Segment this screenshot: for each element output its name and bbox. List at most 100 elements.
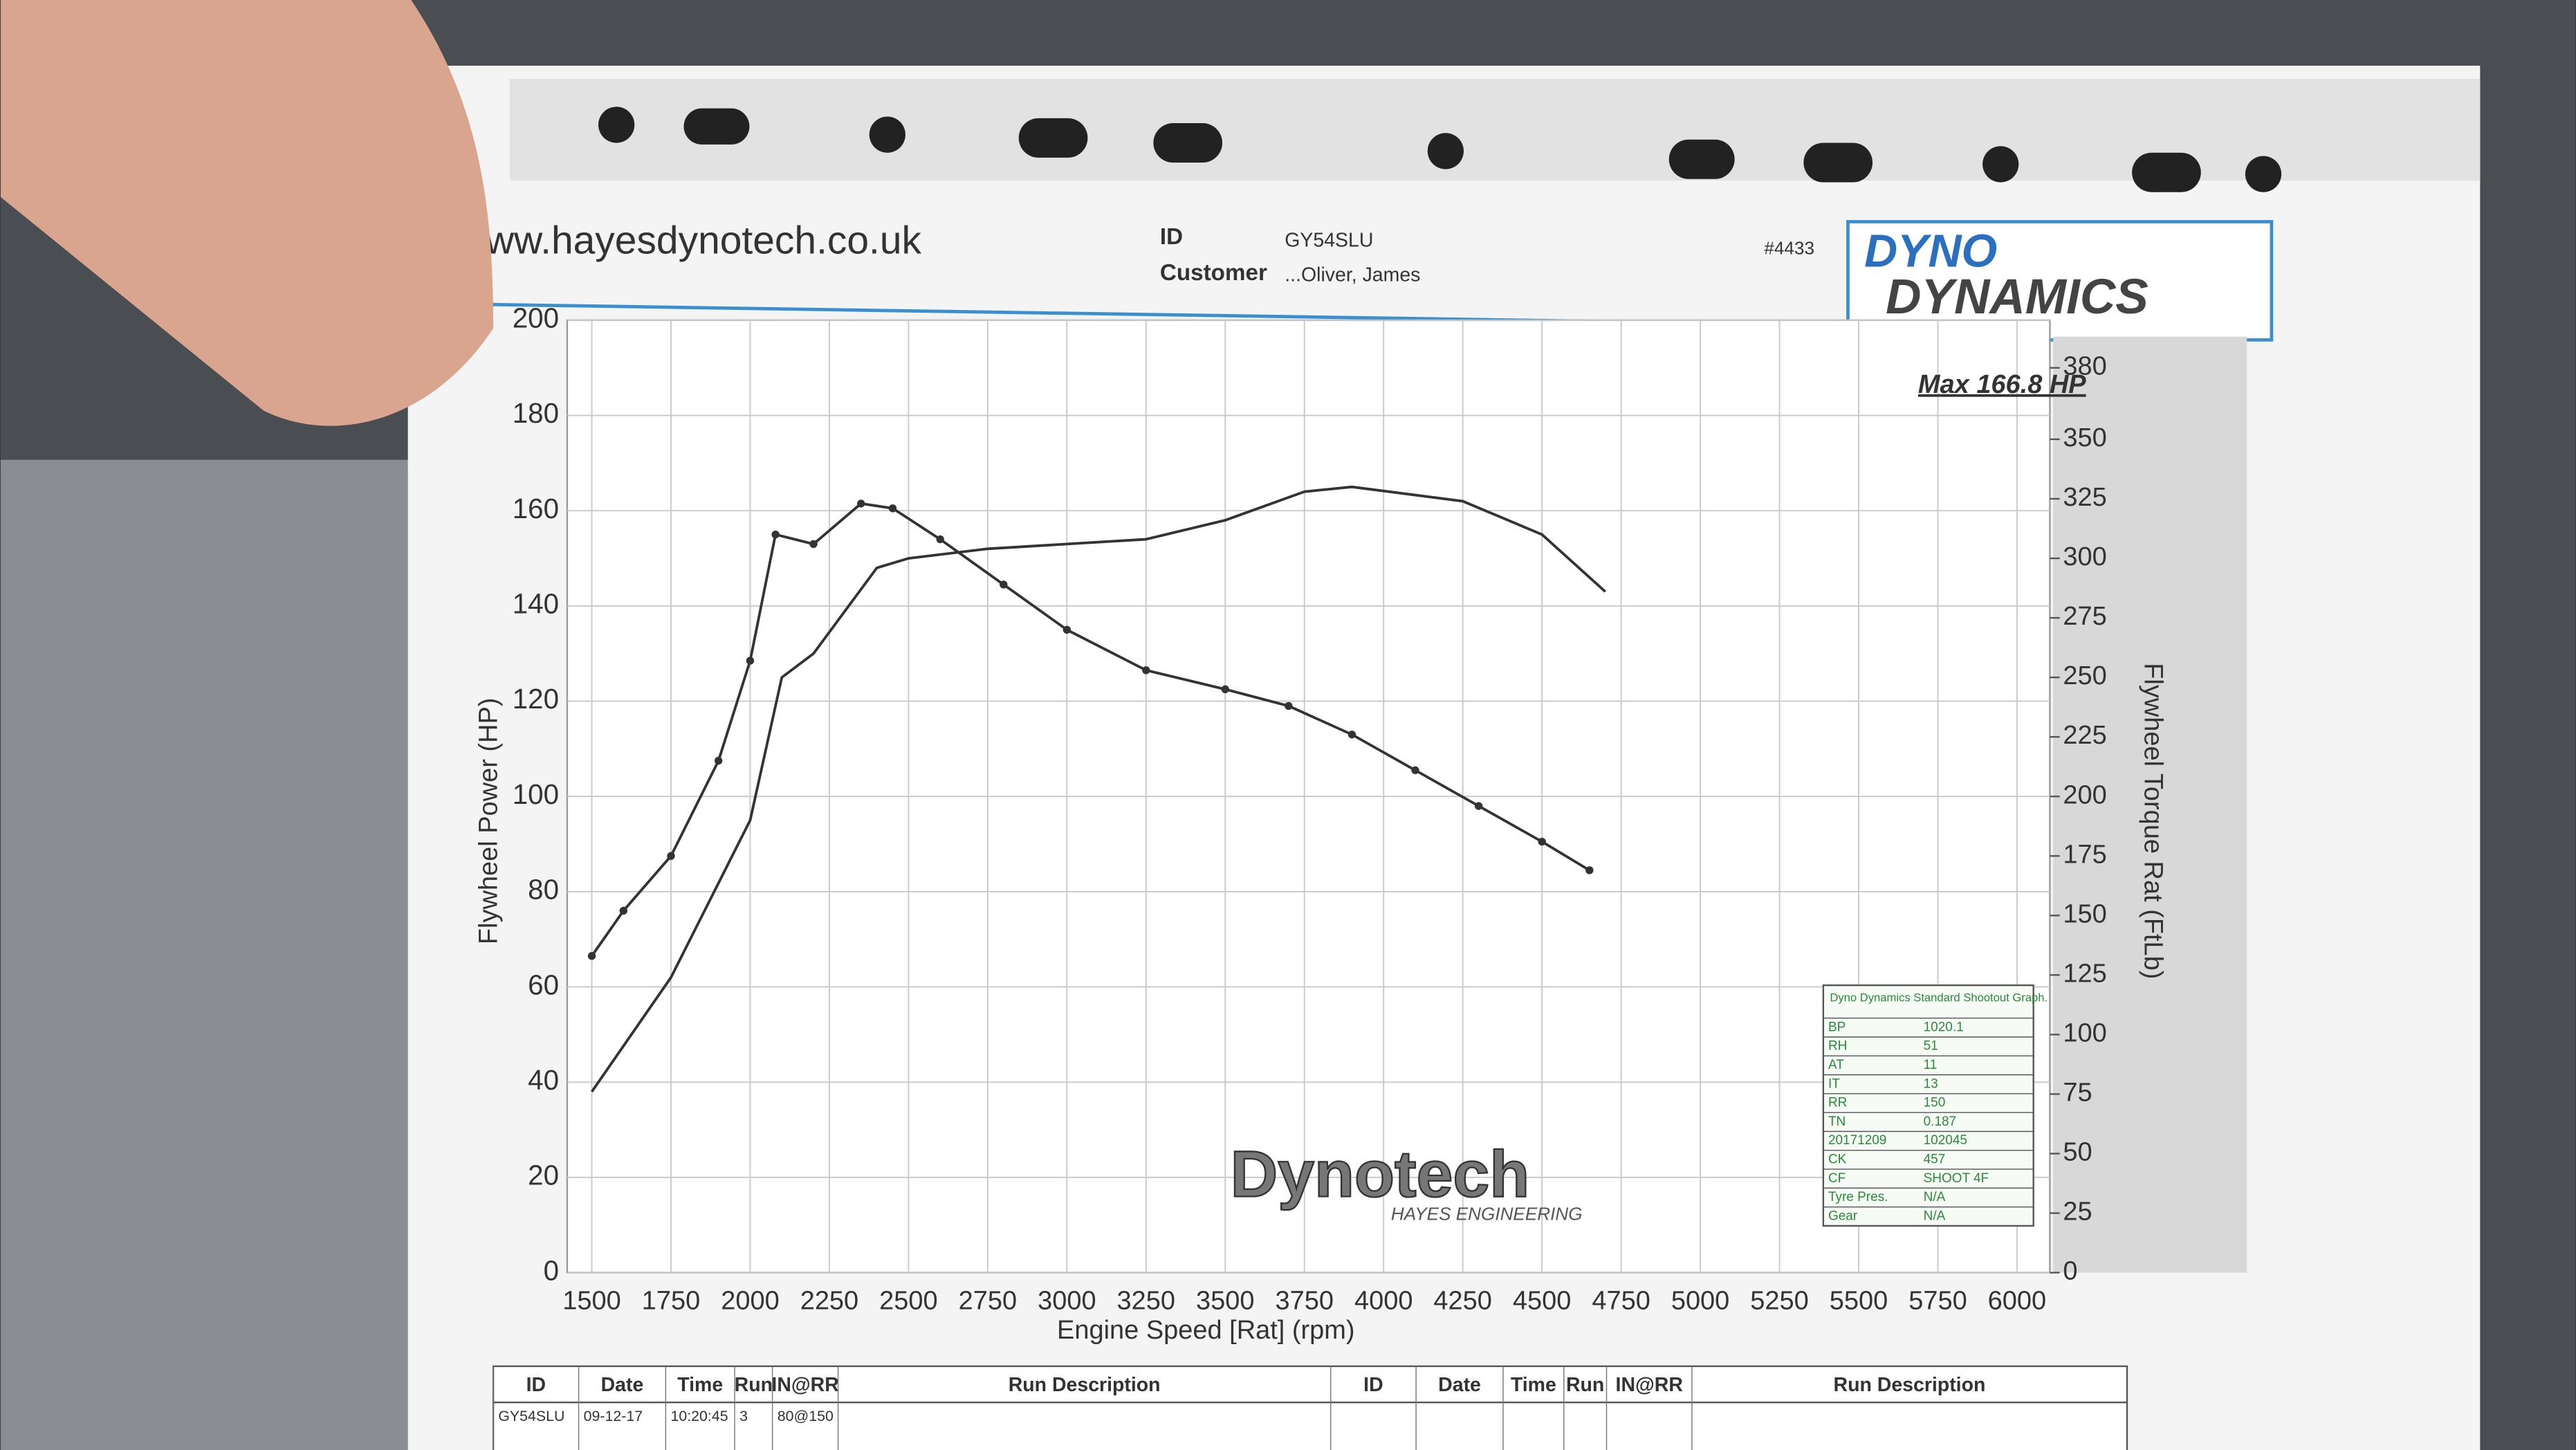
y-tick-label: 20 xyxy=(528,1159,559,1191)
info-table: Dyno Dynamics Standard Shootout Graph. BP… xyxy=(1822,984,2048,1227)
y-tick-label: 120 xyxy=(513,683,559,715)
info-cell: CK xyxy=(1828,1152,1847,1166)
series-marker xyxy=(1142,666,1150,674)
y2-tick-label: 275 xyxy=(2063,602,2106,631)
info-cell: 457 xyxy=(1924,1152,1946,1166)
logo-top: DYNO xyxy=(1864,226,1997,277)
info-cell: 20171209 xyxy=(1828,1133,1886,1148)
y-axis-label: Flywheel Power (HP) xyxy=(474,698,503,945)
y-tick-label: 160 xyxy=(513,493,559,524)
x-tick-label: 5000 xyxy=(1671,1286,1729,1315)
run-cell: 80@150 xyxy=(778,1408,834,1424)
run-header: Time xyxy=(677,1374,723,1396)
series-marker xyxy=(1000,580,1008,589)
series-marker xyxy=(1585,866,1594,874)
run-header: Run Description xyxy=(1834,1374,1986,1396)
info-cell: 1020.1 xyxy=(1924,1020,1964,1034)
info-table-title: Dyno Dynamics Standard Shootout Graph. xyxy=(1830,991,2048,1004)
run-cell: GY54SLU xyxy=(498,1408,564,1424)
y2-tick-label: 25 xyxy=(2063,1197,2092,1227)
series-line xyxy=(590,502,1590,957)
x-tick-label: 4250 xyxy=(1433,1286,1491,1315)
y2-tick-label: 150 xyxy=(2063,899,2106,928)
info-cell: 102045 xyxy=(1924,1133,1967,1148)
series-marker xyxy=(714,756,723,765)
run-header: Time xyxy=(1511,1374,1556,1396)
x-tick-label: 4500 xyxy=(1513,1286,1571,1315)
y-tick-label: 180 xyxy=(513,397,559,429)
y-tick-label: 0 xyxy=(544,1254,559,1286)
x-tick-label: 3750 xyxy=(1276,1286,1334,1315)
run-header: IN@RR xyxy=(1616,1374,1683,1396)
info-cell: TN xyxy=(1828,1114,1846,1129)
series-marker xyxy=(888,504,897,513)
run-header: Run xyxy=(1566,1374,1604,1396)
series-marker xyxy=(1347,731,1356,739)
x-axis-label: Engine Speed [Rat] (rpm) xyxy=(1057,1316,1355,1345)
watermark-subtitle: HAYES ENGINEERING xyxy=(1391,1203,1583,1224)
info-cell: RH xyxy=(1828,1039,1847,1054)
run-cell: 3 xyxy=(739,1408,748,1424)
info-cell: Tyre Pres. xyxy=(1828,1190,1888,1204)
x-tick-label: 5500 xyxy=(1830,1286,1888,1315)
info-cell: BP xyxy=(1828,1020,1846,1034)
id-label: ID xyxy=(1160,224,1183,250)
y-tick-label: 80 xyxy=(528,874,559,906)
x-tick-label: 4750 xyxy=(1592,1286,1650,1315)
x-tick-label: 6000 xyxy=(1988,1286,2046,1315)
y-tick-label: 40 xyxy=(528,1064,559,1096)
sheet-number: #4433 xyxy=(1764,238,1814,259)
info-cell: AT xyxy=(1828,1058,1844,1072)
info-cell: SHOOT 4F xyxy=(1924,1171,1989,1186)
customer-label: Customer xyxy=(1160,260,1267,286)
info-cell: N/A xyxy=(1924,1190,1946,1204)
run-header: IN@RR xyxy=(771,1374,838,1396)
floor xyxy=(0,459,428,1450)
y2-tick-label: 350 xyxy=(2063,423,2106,452)
series-line xyxy=(590,485,1606,1093)
y2-tick-label: 75 xyxy=(2063,1079,2092,1108)
y2-tick-label: 380 xyxy=(2063,352,2106,381)
hand xyxy=(0,0,494,426)
x-tick-label: 2000 xyxy=(721,1286,779,1315)
customer-value: ...Oliver, James xyxy=(1285,264,1420,286)
series-marker xyxy=(1221,685,1229,694)
run-header: Run Description xyxy=(1009,1374,1161,1396)
run-cell: 10:20:45 xyxy=(670,1408,728,1424)
series-marker xyxy=(667,852,675,861)
right-strip xyxy=(2053,336,2247,1273)
info-cell: 150 xyxy=(1924,1096,1946,1110)
info-table-frame xyxy=(1822,984,2034,1227)
y2-tick-label: 50 xyxy=(2063,1138,2092,1167)
logo-bottom: DYNAMICS xyxy=(1886,270,2149,324)
x-tick-label: 4000 xyxy=(1354,1286,1413,1315)
series-marker xyxy=(746,657,755,665)
id-value: GY54SLU xyxy=(1285,229,1373,251)
y2-tick-label: 325 xyxy=(2063,483,2106,512)
info-cell: 0.187 xyxy=(1924,1114,1956,1129)
x-tick-label: 2750 xyxy=(959,1286,1017,1315)
series-marker xyxy=(619,906,628,915)
run-header: ID xyxy=(1363,1374,1383,1396)
y2-tick-label: 100 xyxy=(2063,1018,2106,1047)
y2-tick-label: 175 xyxy=(2063,840,2106,869)
series-marker xyxy=(1474,802,1483,810)
x-tick-label: 3500 xyxy=(1196,1286,1254,1315)
info-cell: CF xyxy=(1828,1171,1846,1186)
watermark-brand: Dynotech xyxy=(1231,1137,1530,1211)
series-marker xyxy=(809,540,818,549)
x-tick-label: 5250 xyxy=(1750,1286,1808,1315)
series-marker xyxy=(587,952,596,960)
info-cell: 11 xyxy=(1924,1058,1938,1072)
plot: 1500 1750 2000 2250 2500 2750 3000 3250 3500 3750… xyxy=(474,302,2167,1346)
y2-tick-label: 0 xyxy=(2063,1257,2077,1286)
info-cell: RR xyxy=(1828,1096,1847,1110)
series-marker xyxy=(1411,766,1419,775)
run-table-frame xyxy=(492,1365,2128,1450)
series-marker xyxy=(1062,625,1071,634)
y-tick-label: 200 xyxy=(513,302,559,334)
x-tick-label: 5750 xyxy=(1908,1286,1967,1315)
y2-tick-label: 250 xyxy=(2063,661,2106,690)
y2-tick-label: 125 xyxy=(2063,959,2106,988)
